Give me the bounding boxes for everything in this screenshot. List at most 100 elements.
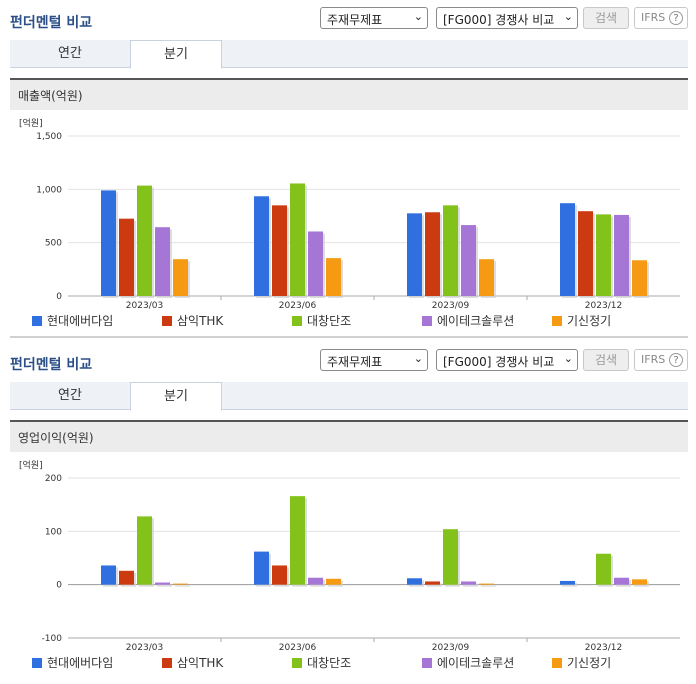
bar [425, 212, 440, 296]
legend-swatch [292, 658, 302, 668]
bar [119, 218, 134, 296]
bar [254, 551, 269, 585]
bar [407, 213, 422, 296]
bar [137, 516, 152, 585]
legend-item[interactable]: 기신정기 [552, 312, 611, 329]
bar [137, 185, 152, 296]
ifrs-help-button[interactable]: IFRS ? [634, 349, 688, 371]
bar [290, 183, 305, 296]
bar [290, 496, 305, 585]
x-tick-label: 2023/06 [279, 643, 317, 653]
bar [101, 565, 116, 585]
help-icon: ? [669, 11, 683, 25]
metric-title: 영업이익(억원) [18, 431, 94, 445]
legend-label: 대창단조 [307, 656, 352, 670]
chevron-down-icon: ⌄ [413, 352, 423, 365]
bar [425, 581, 440, 585]
bar [272, 205, 287, 296]
tab-annual[interactable]: 연간 [58, 388, 82, 403]
help-icon: ? [669, 353, 683, 367]
legend-label: 에이테크솔루션 [437, 314, 515, 328]
metric-bar: 영업이익(억원) [10, 420, 688, 452]
legend-item[interactable]: 삼익THK [162, 654, 223, 671]
legend-label: 기신정기 [567, 656, 612, 670]
legend-item[interactable]: 현대에버다임 [32, 312, 113, 329]
legend-label: 기신정기 [567, 314, 612, 328]
metric-bar: 매출액(억원) [10, 78, 688, 110]
fundamental-panel-operating-profit: 펀더멘털 비교 주재무제표 ⌄ [FG000] 경쟁사 비교 ⌄ 검색 IFRS… [0, 342, 696, 684]
ifrs-help-button[interactable]: IFRS ? [634, 7, 688, 29]
legend-swatch [32, 316, 42, 326]
bar [155, 227, 170, 296]
bar [560, 203, 575, 296]
legend-item[interactable]: 대창단조 [292, 312, 351, 329]
x-tick-label: 2023/12 [585, 643, 622, 653]
revenue-bar-chart: 0 500 1,000 1,500 2023/03 2023/06 2023/09 2023/… [36, 132, 680, 311]
legend-item[interactable]: 기신정기 [552, 654, 611, 671]
legend-item[interactable]: 대창단조 [292, 654, 351, 671]
x-tick-label: 2023/09 [432, 643, 470, 653]
x-tick-label: 2023/06 [279, 301, 317, 311]
legend-label: 현대에버다임 [47, 314, 114, 328]
bar [326, 578, 341, 585]
chevron-down-icon: ⌄ [563, 352, 573, 365]
tab-quarterly[interactable]: 분기 [130, 40, 222, 69]
bar [560, 580, 575, 585]
y-tick-label: 200 [45, 474, 62, 484]
bar [443, 529, 458, 585]
bar [461, 225, 476, 296]
statement-select[interactable]: 주재무제표 ⌄ [320, 7, 428, 29]
bar [578, 211, 593, 296]
panel-header: 펀더멘털 비교 주재무제표 ⌄ [FG000] 경쟁사 비교 ⌄ 검색 IFRS… [0, 342, 696, 378]
bar [173, 259, 188, 296]
compare-select-value: [FG000] 경쟁사 비교 [443, 13, 555, 27]
panel-header: 펀더멘털 비교 주재무제표 ⌄ [FG000] 경쟁사 비교 ⌄ 검색 IFRS… [0, 0, 696, 36]
bar-shadow [562, 582, 577, 587]
tab-annual[interactable]: 연간 [58, 46, 82, 61]
y-tick-label: 1,500 [36, 132, 62, 142]
legend-swatch [162, 658, 172, 668]
bar [632, 579, 647, 585]
search-button[interactable]: 검색 [583, 7, 629, 29]
bar [479, 259, 494, 296]
y-tick-label: 100 [45, 527, 62, 537]
bar [101, 190, 116, 296]
y-tick-label: 0 [56, 581, 62, 591]
chevron-down-icon: ⌄ [413, 10, 423, 23]
legend-swatch [422, 316, 432, 326]
legend-swatch [422, 658, 432, 668]
tab-quarterly[interactable]: 분기 [130, 382, 222, 411]
compare-select[interactable]: [FG000] 경쟁사 비교 ⌄ [436, 7, 578, 29]
bar [254, 196, 269, 296]
x-tick-label: 2023/09 [432, 301, 470, 311]
legend-swatch [552, 658, 562, 668]
bar [272, 565, 287, 585]
legend-item[interactable]: 에이테크솔루션 [422, 654, 514, 671]
legend-label: 삼익THK [177, 656, 224, 670]
statement-select-value: 주재무제표 [327, 13, 383, 27]
legend-swatch [292, 316, 302, 326]
y-tick-label: 0 [56, 292, 62, 302]
period-tabs: 연간 분기 [10, 40, 688, 69]
bar-shadow [481, 585, 496, 587]
statement-select-value: 주재무제표 [327, 355, 383, 369]
statement-select[interactable]: 주재무제표 ⌄ [320, 349, 428, 371]
compare-select-value: [FG000] 경쟁사 비교 [443, 355, 555, 369]
x-tick-label: 2023/03 [126, 301, 163, 311]
bar [479, 583, 494, 585]
fundamental-panel-revenue: 펀더멘털 비교 주재무제표 ⌄ [FG000] 경쟁사 비교 ⌄ 검색 IFRS… [0, 0, 696, 340]
unit-label: [억원] [19, 119, 43, 129]
legend-label: 삼익THK [177, 314, 224, 328]
compare-select[interactable]: [FG000] 경쟁사 비교 ⌄ [436, 349, 578, 371]
y-tick-label: 1,000 [36, 185, 62, 195]
y-tick-label: -100 [42, 634, 63, 644]
legend-label: 현대에버다임 [47, 656, 114, 670]
unit-label: [억원] [19, 461, 43, 471]
legend-item[interactable]: 삼익THK [162, 312, 223, 329]
panel-title: 펀더멘털 비교 [10, 15, 93, 31]
legend-item[interactable]: 현대에버다임 [32, 654, 113, 671]
legend-item[interactable]: 에이테크솔루션 [422, 312, 514, 329]
search-button[interactable]: 검색 [583, 349, 629, 371]
legend-label: 에이테크솔루션 [437, 656, 515, 670]
bar [308, 231, 323, 296]
